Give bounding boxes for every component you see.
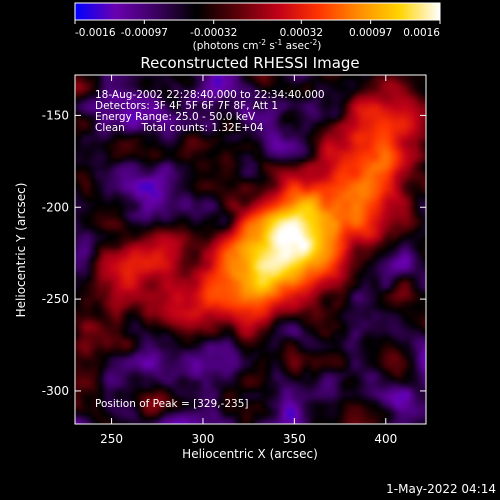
x-axis-label: Heliocentric X (arcsec) — [182, 447, 318, 461]
colorbar: -0.0016 -0.00097 -0.00032 0.00032 0.00097 0.0… — [74, 2, 441, 52]
y-axis-tick-label: -300 — [42, 384, 69, 398]
annotation-detectors: Detectors: 3F 4F 5F 6F 7F 8F, Att 1 — [95, 100, 278, 112]
colorbar-tick-label: -0.00032 — [190, 27, 237, 39]
colorbar-tick-label: 0.0016 — [403, 27, 440, 39]
y-axis-tick-label: -250 — [42, 292, 69, 306]
y-axis: -150 -200 -250 -300 — [42, 108, 426, 398]
annotation-total-counts: Clean Total counts: 1.32E+04 — [95, 122, 264, 134]
y-axis-label: Heliocentric Y (arcsec) — [14, 183, 28, 318]
colorbar-tick-label: 0.00032 — [280, 27, 323, 39]
x-axis: 250 300 350 400 — [100, 75, 397, 446]
y-axis-tick-label: -150 — [42, 108, 69, 122]
plot-frame — [74, 74, 427, 425]
annotation-energy-range: Energy Range: 25.0 - 50.0 keV — [95, 111, 256, 123]
x-axis-tick-label: 300 — [192, 432, 215, 446]
x-axis-tick-label: 350 — [283, 432, 306, 446]
peak-position-label: Position of Peak = [329,-235] — [95, 398, 249, 410]
heatmap-image — [75, 75, 426, 424]
y-axis-tick-label: -200 — [42, 200, 69, 214]
colorbar-gradient — [74, 2, 441, 21]
x-axis-tick-label: 400 — [374, 432, 397, 446]
footer-timestamp: 1-May-2022 04:14 — [386, 482, 496, 496]
colorbar-tick-label: -0.0016 — [75, 27, 116, 39]
annotation-block: 18-Aug-2002 22:28:40.000 to 22:34:40.000… — [95, 89, 325, 134]
colorbar-tick-label: 0.00097 — [349, 27, 392, 39]
chart-title: Reconstructed RHESSI Image — [140, 54, 359, 72]
colorbar-ticks: -0.0016 -0.00097 -0.00032 0.00032 0.00097 0.0… — [74, 20, 441, 39]
colorbar-units-label: (photons cm-2 s-1 asec-2) — [193, 38, 322, 52]
annotation-time-range: 18-Aug-2002 22:28:40.000 to 22:34:40.000 — [95, 89, 325, 101]
colorbar-tick-label: -0.00097 — [121, 27, 168, 39]
x-axis-tick-label: 250 — [100, 432, 123, 446]
